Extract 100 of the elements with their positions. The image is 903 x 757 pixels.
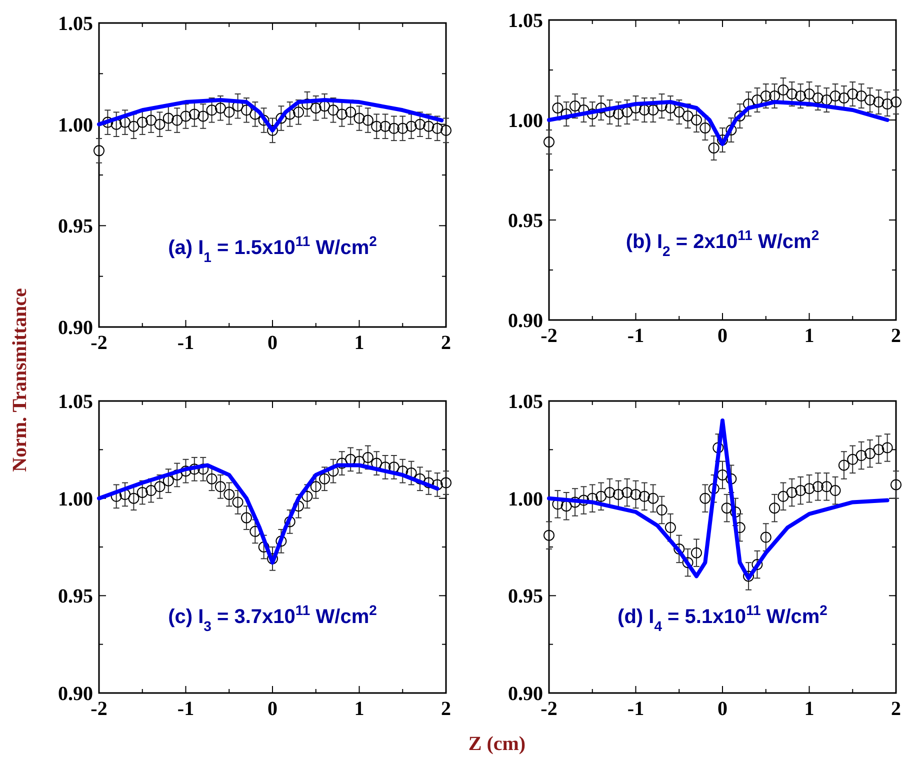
point: [786, 88, 798, 100]
point: [717, 134, 728, 146]
point: [146, 114, 157, 126]
point: [726, 124, 737, 136]
point: [838, 92, 850, 104]
point: [102, 116, 114, 128]
point: [664, 522, 676, 534]
y-tick-label: 0.95: [508, 210, 543, 232]
x-tick-label: 2: [441, 332, 451, 354]
point: [172, 114, 183, 126]
point: [128, 492, 140, 504]
point: [804, 88, 815, 100]
point: [682, 110, 694, 122]
point: [188, 108, 200, 120]
point: [804, 483, 815, 494]
point: [328, 104, 339, 116]
annotation: (c) I$_{3}$ = 3.7x10$^{11}$ W/cm$^{2}$: [168, 602, 378, 634]
y-tick-label: 1.05: [58, 13, 93, 35]
x-tick-label: 1: [804, 698, 814, 720]
point: [423, 120, 434, 132]
point: [690, 547, 702, 558]
point: [734, 110, 746, 122]
point: [612, 488, 624, 500]
point: [674, 106, 685, 118]
point: [812, 481, 824, 492]
point: [154, 118, 166, 130]
point: [198, 110, 209, 122]
point: [94, 145, 104, 156]
point: [310, 102, 322, 114]
y-tick-label: 0.95: [58, 216, 93, 238]
y-tick-label: 1.00: [508, 110, 543, 132]
y-tick-label: 1.00: [58, 488, 93, 510]
point: [708, 142, 720, 154]
point: [570, 100, 581, 112]
point: [371, 120, 382, 132]
x-tick-label: -1: [177, 332, 194, 354]
point: [224, 106, 235, 118]
point: [674, 543, 685, 554]
point: [336, 458, 348, 469]
point: [362, 452, 374, 463]
point: [380, 120, 391, 132]
point: [258, 114, 270, 126]
point: [136, 116, 148, 128]
point: [586, 108, 598, 120]
point: [414, 118, 426, 130]
y-tick-label: 1.05: [508, 10, 543, 32]
point: [873, 444, 884, 456]
point: [612, 108, 624, 120]
point: [778, 84, 789, 96]
point: [284, 516, 296, 528]
y-tick-label: 1.05: [508, 391, 543, 413]
point: [856, 450, 867, 462]
point: [206, 104, 218, 116]
point: [120, 116, 131, 128]
point: [717, 469, 728, 480]
point: [578, 494, 590, 506]
point: [648, 492, 659, 504]
y-tick-label: 0.90: [508, 683, 543, 705]
point: [154, 481, 166, 492]
point: [622, 106, 633, 118]
point: [760, 90, 772, 102]
point: [630, 488, 642, 500]
point: [440, 124, 452, 136]
point: [622, 486, 633, 498]
point: [864, 448, 876, 460]
point: [267, 553, 278, 564]
point: [240, 512, 252, 524]
point: [414, 473, 426, 484]
point: [570, 496, 581, 508]
point: [838, 460, 850, 471]
point: [890, 96, 902, 108]
point: [206, 473, 218, 484]
point: [240, 104, 252, 116]
x-tick-label: 2: [441, 698, 451, 720]
point: [830, 90, 841, 102]
point: [544, 530, 554, 541]
y-tick-label: 0.90: [508, 310, 543, 332]
point: [388, 122, 400, 134]
point: [769, 90, 780, 102]
point: [319, 473, 330, 484]
point: [690, 114, 702, 126]
point: [180, 110, 192, 122]
y-tick-label: 1.00: [58, 114, 93, 136]
point: [726, 473, 737, 484]
point: [752, 559, 763, 570]
point: [882, 442, 893, 454]
point: [847, 88, 858, 100]
annotation: (d) I$_{4}$ = 5.1x10$^{11}$ W/cm$^{2}$: [618, 602, 828, 634]
point: [700, 122, 711, 134]
point: [397, 122, 408, 134]
point: [821, 94, 832, 106]
point: [560, 500, 572, 512]
point: [648, 104, 659, 116]
point: [146, 485, 157, 496]
annotation: (a) I$_{1}$ = 1.5x10$^{11}$ W/cm$^{2}$: [168, 233, 378, 266]
point: [162, 112, 174, 124]
point: [276, 112, 287, 124]
point: [560, 108, 572, 120]
y-tick-label: 0.95: [58, 586, 93, 608]
y-tick-label: 0.90: [58, 317, 93, 339]
